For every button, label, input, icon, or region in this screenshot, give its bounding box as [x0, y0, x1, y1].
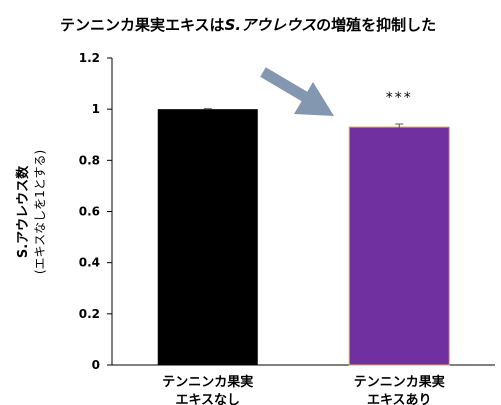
y-tick-label: 0.4 [79, 256, 100, 270]
y-tick-label: 0.6 [79, 205, 100, 219]
arrow-shaft [260, 67, 310, 103]
chart-title: テンニンカ果実エキスはS.アウレウスの増殖を抑制した [60, 16, 436, 34]
arrow-head [294, 82, 334, 116]
title-part-2: S [225, 16, 236, 34]
y-tick-label: 1.2 [79, 51, 100, 65]
y-tick-label: 0 [92, 358, 100, 372]
x-category-label: エキスあり [367, 393, 432, 405]
title-part-1: テンニンカ果実エキスは [60, 16, 225, 34]
title-part-3: .アウレウス [235, 16, 316, 34]
y-axis-label: S.アウレウス数 [15, 165, 31, 258]
y-tick-label: 0.2 [79, 307, 100, 321]
title-part-4: の増殖を抑制した [316, 16, 436, 34]
x-category-label: エキスなし [175, 393, 240, 405]
y-tick-label: 0.8 [79, 153, 100, 167]
bar [157, 109, 258, 366]
significance-label: *** [386, 90, 413, 106]
highlight-arrow-icon [260, 67, 334, 116]
y-ticks: 0 0.2 0.4 0.6 0.8 1 1.2 [79, 51, 112, 372]
x-category-label: テンニンカ果実 [354, 374, 445, 390]
x-category-label: テンニンカ果実 [162, 374, 253, 390]
bar [348, 126, 450, 366]
bars: *** [157, 90, 450, 366]
y-axis-sublabel: (エキスなしを1とする) [33, 150, 47, 274]
y-tick-label: 1 [92, 102, 100, 116]
